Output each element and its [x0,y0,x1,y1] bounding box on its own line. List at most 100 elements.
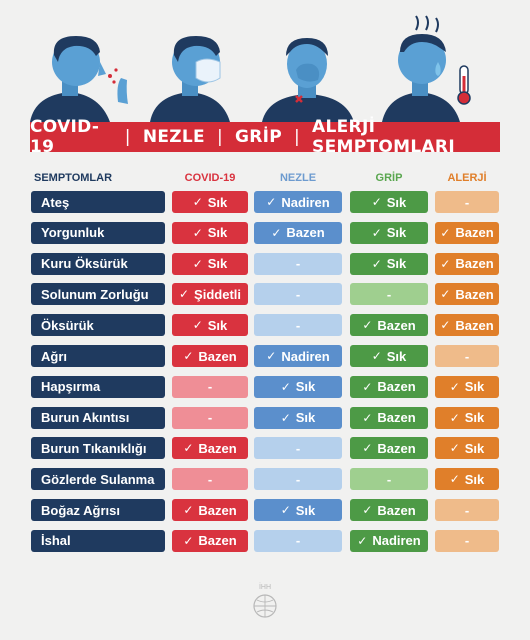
grip-value: Bazen [377,410,416,426]
covid-value: Sık [207,194,228,210]
symptom-label: Burun Akıntısı [31,406,165,429]
check-icon: ✓ [362,318,373,333]
symptom-label: Ateş [31,191,165,213]
alerji-cell: ✓ Bazen [435,221,499,244]
alerji-value: Bazen [455,286,494,302]
symptom-label: Gözlerde Sulanma [31,468,165,491]
covid-value: Bazen [198,440,237,456]
symptom-illustrations [30,15,471,122]
check-icon: ✓ [280,379,291,394]
covid-value: - [207,471,213,487]
grip-cell: - [350,468,428,491]
check-icon: ✓ [440,318,451,333]
covid-value: Bazen [198,348,237,364]
grip-cell: ✓ Bazen [350,499,428,521]
alerji-value: - [464,533,470,549]
alerji-cell: ✓ Bazen [435,314,499,337]
alerji-value: Sık [464,410,485,426]
table-row: Hapşırma - ✓ Sık ✓ Bazen ✓ Sık [0,375,530,398]
alerji-cell: - [435,529,499,552]
nezle-cell: ✓ Nadiren [254,345,342,367]
grip-value: Sık [386,225,407,241]
table-row: Burun Akıntısı - ✓ Sık ✓ Bazen ✓ Sık [0,406,530,429]
nezle-value: Sık [295,379,316,395]
nezle-cell: - [254,252,342,275]
grip-cell: ✓ Sık [350,252,428,275]
alerji-cell: ✓ Bazen [435,252,499,275]
table-row: Kuru Öksürük ✓ Sık - ✓ Sık ✓ Bazen [0,252,530,275]
alerji-value: Sık [464,379,485,395]
nezle-cell: - [254,468,342,491]
covid-cell: ✓ Şiddetli [172,283,248,306]
grip-value: - [386,471,392,487]
check-icon: ✓ [362,441,373,456]
grip-value: Bazen [377,502,416,518]
table-row: Solunum Zorluğu ✓ Şiddetli - - ✓ Bazen [0,283,530,306]
check-icon: ✓ [440,287,451,302]
nezle-cell: ✓ Bazen [254,221,342,244]
alerji-cell: ✓ Bazen [435,283,499,306]
check-icon: ✓ [449,410,460,425]
nezle-value: - [295,256,301,272]
table-header: SEMPTOMLAR COVID-19 NEZLE GRİP ALERJİ [0,172,530,188]
header-grip: GRİP [375,172,403,184]
grip-cell: ✓ Bazen [350,375,428,398]
covid-value: Sık [207,256,228,272]
nezle-value: - [295,533,301,549]
alerji-cell: ✓ Sık [435,406,499,429]
symptom-label: Burun Tıkanıklığı [31,437,165,460]
nezle-cell: ✓ Sık [254,499,342,521]
grip-value: Nadiren [372,533,421,549]
table-row: Gözlerde Sulanma - - - ✓ Sık [0,468,530,491]
nezle-value: - [295,317,301,333]
check-icon: ✓ [178,287,190,302]
check-icon: ✓ [192,256,203,271]
check-icon: ✓ [371,256,382,271]
nezle-cell: - [254,283,342,306]
check-icon: ✓ [449,472,460,487]
check-icon: ✓ [183,349,194,363]
covid-cell: ✓ Bazen [172,345,248,367]
covid-cell: ✓ Bazen [172,499,248,521]
covid-value: Sık [207,317,228,333]
alerji-cell: ✓ Sık [435,468,499,491]
covid-cell: - [172,375,248,398]
check-icon: ✓ [371,349,382,363]
nezle-value: Sık [295,502,316,518]
covid-cell: - [172,406,248,429]
coughing-person-icon [30,36,128,122]
symptom-label: Hapşırma [31,375,165,398]
banner-item-alerji: ALERJİ SEMPTOMLARI [312,117,455,157]
grip-value: - [386,286,392,302]
check-icon: ✓ [449,379,460,394]
banner-item-nezle: NEZLE [142,127,205,147]
table-row: İshal ✓ Bazen - ✓ Nadiren - [0,529,530,552]
covid-value: - [207,410,213,426]
check-icon: ✓ [183,441,194,456]
alerji-value: Bazen [455,256,494,272]
table-row: Ağrı ✓ Bazen ✓ Nadiren ✓ Sık - [0,345,530,367]
covid-value: Şiddetli [194,286,241,302]
covid-cell: ✓ Sık [172,221,248,244]
check-icon: ✓ [362,410,373,425]
covid-cell: - [172,468,248,491]
covid-cell: ✓ Sık [172,314,248,337]
sneezing-person-icon [262,38,354,122]
check-icon: ✓ [280,503,291,517]
svg-text:İHH: İHH [259,582,271,591]
table-row: Yorgunluk ✓ Sık ✓ Bazen ✓ Sık ✓ Bazen [0,221,530,244]
check-icon: ✓ [192,195,203,209]
grip-value: Sık [386,256,407,272]
check-icon: ✓ [357,533,368,548]
feverish-person-icon [382,15,471,122]
alerji-value: - [464,194,470,210]
nezle-cell: - [254,529,342,552]
check-icon: ✓ [266,349,277,363]
nezle-cell: ✓ Nadiren [254,191,342,213]
covid-value: Sık [207,225,228,241]
nezle-value: - [295,286,301,302]
alerji-value: - [464,502,470,518]
check-icon: ✓ [440,225,451,240]
covid-value: - [207,379,213,395]
check-icon: ✓ [371,225,382,240]
